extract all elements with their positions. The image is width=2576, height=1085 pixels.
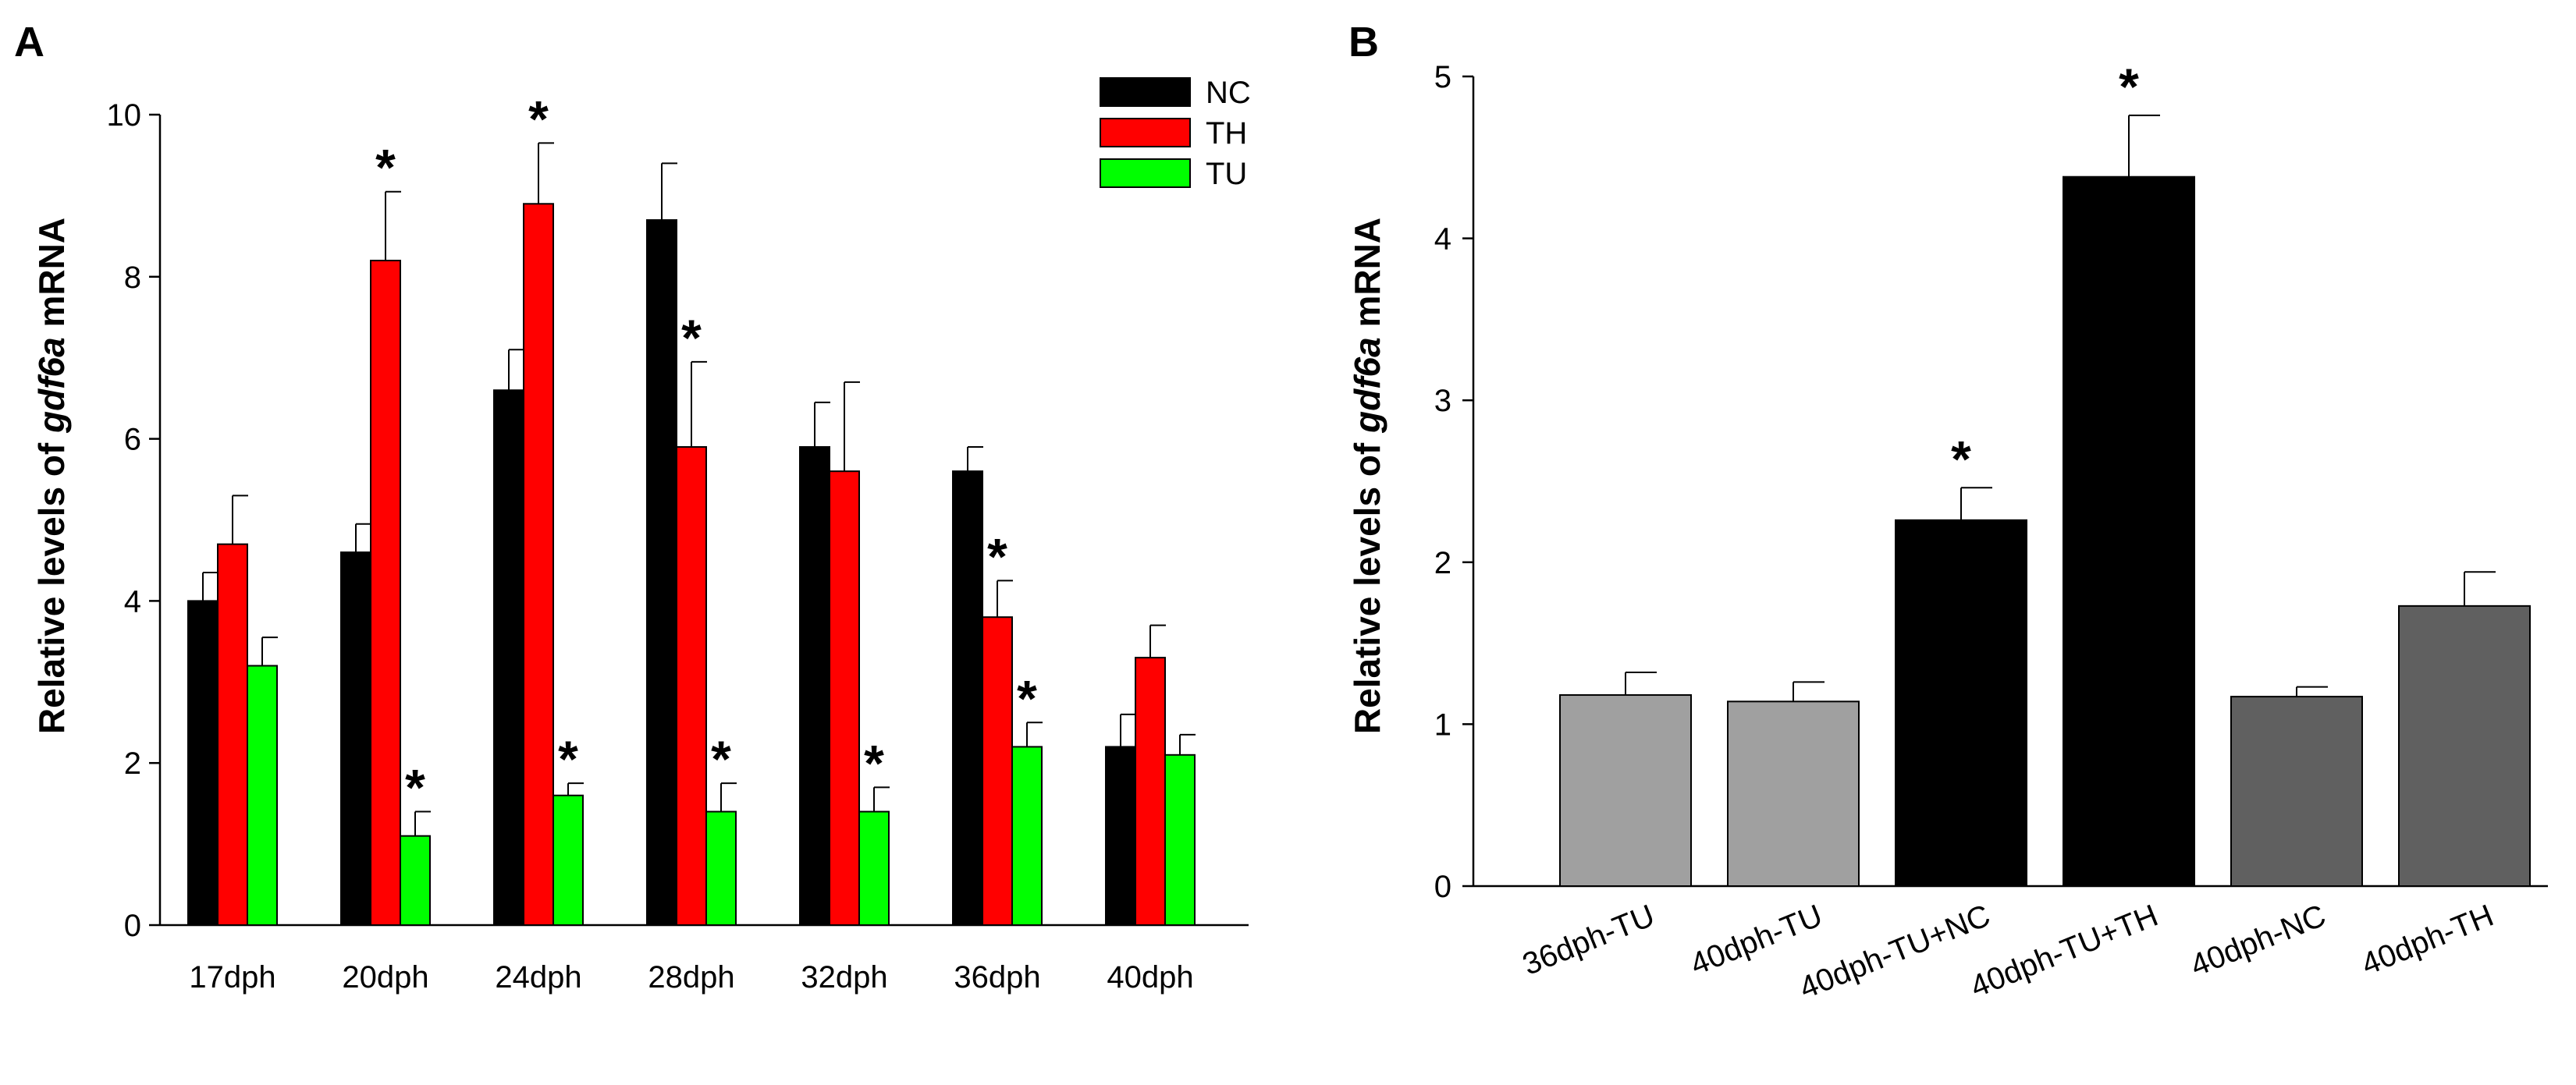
bar-tu-36dph (1011, 746, 1043, 926)
panel-b-y-tick-label-0: 0 (1434, 870, 1451, 904)
panel-a-x-label-17dph: 17dph (189, 960, 275, 995)
bar-th-20dph (370, 260, 401, 926)
panel-a-letter: A (14, 19, 44, 66)
panel-b-x-label-40dph-tu-th: 40dph-TU+TH (1966, 899, 2163, 1005)
bar-40dph-tu-th (2063, 176, 2195, 888)
bar-th-24dph (523, 203, 554, 927)
panel-a-y-tick-label-0: 0 (124, 909, 141, 943)
bar-tu-17dph (247, 665, 278, 927)
panel-b-y-tick-label-4: 4 (1434, 222, 1451, 257)
significance-star-tu-24dph: * (558, 730, 578, 788)
panel-b-y-tick-label-3: 3 (1434, 384, 1451, 418)
significance-star-th-36dph: * (987, 527, 1007, 585)
panel-b-letter: B (1348, 19, 1379, 66)
panel-b-significance-markers: ** (1951, 58, 2139, 488)
panel-a-y-ticks: 0 2 4 6 8 10 (107, 98, 160, 943)
bar-th-32dph (829, 470, 860, 926)
panel-b-x-label-40dph-th: 40dph-TH (2357, 899, 2498, 982)
panel-a-y-tick-label-6: 6 (124, 423, 141, 457)
legend-swatch-th (1100, 118, 1191, 147)
legend-swatch-nc (1100, 77, 1191, 107)
bar-tu-24dph (553, 794, 584, 927)
panel-a-x-tick-labels: 17dph 20dph 24dph 28dph 32dph 36dph 40dph (189, 960, 1193, 995)
panel-a-y-axis-label: Relative levels of gdf6a mRNA (31, 218, 72, 734)
panel-b-bars (1559, 176, 2531, 888)
panel-b: B Relative levels of gdf6a mRNA 0 1 2 3 4 5 *… (1347, 19, 2548, 1005)
panel-a-significance-markers: * * * * * * * * * (375, 90, 1037, 816)
bar-40dph-tu (1727, 700, 1860, 887)
bar-36dph-tu (1559, 694, 1692, 887)
panel-a-x-label-32dph: 32dph (801, 960, 887, 995)
bar-tu-40dph (1164, 753, 1196, 926)
bar-nc-32dph (799, 445, 830, 926)
panel-a-y-tick-label-4: 4 (124, 584, 141, 619)
panel-a-y-tick-label-10: 10 (107, 98, 142, 133)
bar-tu-20dph (400, 835, 431, 926)
panel-b-x-label-40dph-nc: 40dph-NC (2186, 899, 2331, 984)
bar-th-40dph (1135, 657, 1166, 926)
panel-a-x-label-28dph: 28dph (648, 960, 734, 995)
bar-nc-28dph (646, 219, 677, 926)
panel-b-y-tick-label-5: 5 (1434, 60, 1451, 94)
bar-nc-36dph (952, 470, 983, 926)
bar-nc-20dph (340, 551, 371, 926)
significance-star-40dph-tu-th: * (2119, 58, 2139, 115)
bar-40dph-tu-nc (1895, 519, 2027, 887)
significance-star-tu-20dph: * (405, 759, 425, 817)
legend-label-tu: TU (1206, 157, 1247, 191)
bar-nc-24dph (493, 389, 524, 926)
significance-star-tu-28dph: * (711, 730, 731, 788)
significance-star-tu-36dph: * (1017, 669, 1037, 727)
panel-b-y-tick-label-1: 1 (1434, 707, 1451, 742)
significance-star-tu-32dph: * (864, 734, 884, 792)
panel-a-x-label-36dph: 36dph (954, 960, 1040, 995)
panel-b-y-ticks: 0 1 2 3 4 5 (1434, 60, 1473, 904)
bar-th-17dph (217, 543, 248, 926)
panel-b-x-label-40dph-tu-nc: 40dph-TU+NC (1795, 899, 1995, 1006)
panel-a-legend: NC TH TU (1100, 76, 1251, 191)
panel-a-x-label-40dph: 40dph (1107, 960, 1193, 995)
bar-40dph-th (2398, 605, 2531, 887)
legend-label-nc: NC (1206, 76, 1251, 110)
significance-star-th-28dph: * (681, 309, 702, 367)
panel-a: A Relative levels of gdf6a mRNA 0246810 … (14, 19, 1251, 995)
panel-a-bars (187, 203, 1196, 927)
bar-tu-28dph (705, 810, 737, 927)
panel-a-y-tick-label-2: 2 (124, 746, 141, 781)
legend-label-th: TH (1206, 116, 1247, 151)
bar-th-28dph (676, 445, 707, 926)
significance-star-th-20dph: * (375, 139, 396, 197)
bar-nc-40dph (1105, 746, 1136, 926)
legend-swatch-tu (1100, 158, 1191, 188)
panel-a-x-label-20dph: 20dph (342, 960, 428, 995)
panel-b-error-bars (1625, 114, 2496, 702)
bar-nc-17dph (187, 600, 219, 927)
panel-b-x-label-36dph-tu: 36dph-TU (1518, 899, 1659, 982)
panel-a-x-label-24dph: 24dph (495, 960, 581, 995)
bar-40dph-nc (2230, 696, 2363, 887)
significance-star-40dph-tu-nc: * (1951, 430, 1971, 488)
bar-tu-32dph (858, 810, 890, 927)
panel-a-error-bars (202, 142, 1196, 836)
bar-th-36dph (982, 616, 1013, 926)
panel-b-y-tick-label-2: 2 (1434, 546, 1451, 580)
significance-star-th-24dph: * (528, 90, 549, 147)
panel-b-y-axis-label: Relative levels of gdf6a mRNA (1347, 218, 1387, 734)
panel-a-y-tick-label-8: 8 (124, 261, 141, 295)
